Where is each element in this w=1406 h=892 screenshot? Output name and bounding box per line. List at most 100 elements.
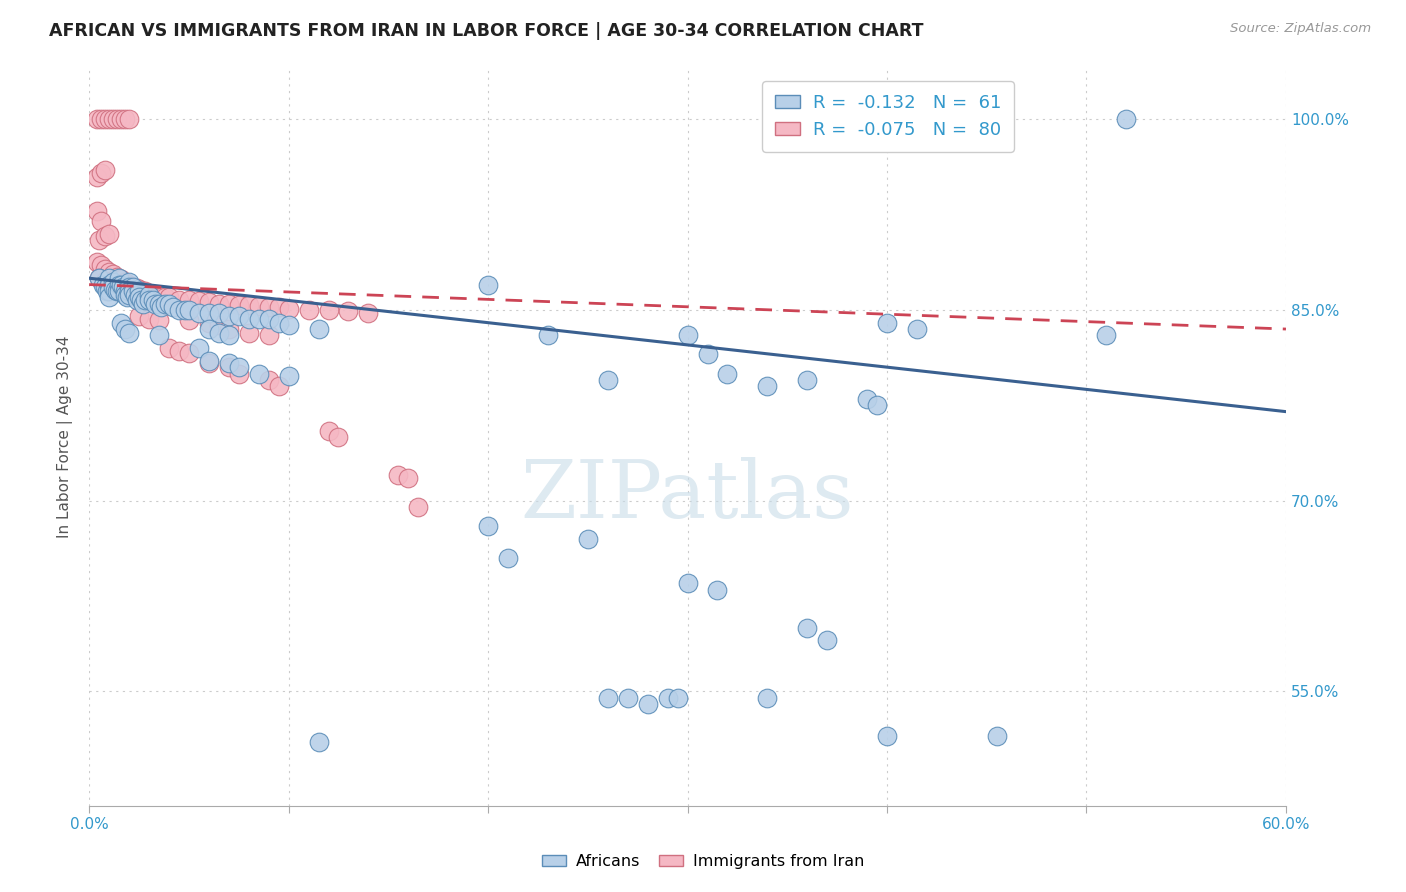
Point: [101, 275, 124, 289]
Point: [125, 281, 148, 295]
Point: [108, 271, 131, 285]
Point: [89, 233, 111, 247]
Point: [129, 283, 152, 297]
Point: [198, 305, 221, 319]
Point: [153, 290, 176, 304]
Point: [596, 373, 619, 387]
Point: [114, 112, 136, 127]
Point: [108, 277, 131, 292]
Point: [706, 582, 728, 597]
Point: [247, 367, 270, 381]
Point: [318, 303, 340, 318]
Point: [89, 271, 111, 285]
Point: [118, 112, 141, 127]
Legend: R =  -0.132   N =  61, R =  -0.075   N =  80: R = -0.132 N = 61, R = -0.075 N = 80: [762, 81, 1014, 152]
Point: [101, 268, 124, 282]
Point: [218, 296, 240, 310]
Point: [98, 112, 121, 127]
Point: [257, 373, 280, 387]
Point: [218, 356, 240, 370]
Point: [198, 316, 221, 330]
Point: [297, 303, 319, 318]
Point: [96, 284, 118, 298]
Point: [122, 280, 145, 294]
Point: [228, 310, 250, 324]
Point: [208, 326, 231, 340]
Point: [198, 322, 221, 336]
Point: [277, 318, 299, 333]
Point: [90, 259, 112, 273]
Point: [277, 301, 299, 316]
Point: [187, 305, 209, 319]
Point: [267, 301, 290, 315]
Point: [138, 287, 160, 301]
Point: [666, 690, 689, 705]
Point: [98, 271, 121, 285]
Point: [128, 290, 150, 304]
Point: [110, 280, 132, 294]
Point: [616, 690, 638, 705]
Point: [118, 280, 141, 294]
Point: [98, 227, 121, 241]
Point: [101, 277, 124, 292]
Point: [108, 284, 131, 298]
Point: [177, 303, 200, 318]
Point: [114, 281, 136, 295]
Point: [676, 328, 699, 343]
Point: [162, 301, 184, 315]
Point: [157, 290, 180, 304]
Point: [387, 468, 409, 483]
Point: [308, 735, 330, 749]
Point: [142, 293, 165, 307]
Point: [129, 286, 152, 301]
Point: [118, 275, 141, 289]
Point: [676, 576, 699, 591]
Point: [167, 343, 190, 358]
Point: [110, 316, 132, 330]
Point: [208, 318, 231, 333]
Point: [89, 271, 111, 285]
Point: [118, 284, 141, 298]
Point: [596, 690, 619, 705]
Point: [257, 311, 280, 326]
Point: [218, 310, 240, 324]
Point: [104, 283, 127, 297]
Point: [208, 296, 231, 310]
Point: [149, 290, 172, 304]
Point: [187, 294, 209, 309]
Point: [86, 169, 108, 184]
Point: [94, 262, 117, 277]
Point: [153, 296, 176, 310]
Point: [105, 278, 128, 293]
Point: [101, 280, 124, 294]
Point: [118, 277, 141, 292]
Point: [125, 285, 148, 300]
Point: [110, 272, 132, 286]
Point: [90, 112, 112, 127]
Point: [101, 112, 124, 127]
Point: [94, 112, 117, 127]
Point: [124, 287, 146, 301]
Point: [1115, 112, 1137, 127]
Point: [318, 424, 340, 438]
Point: [177, 346, 200, 360]
Point: [716, 367, 738, 381]
Point: [128, 310, 150, 324]
Point: [129, 293, 152, 307]
Point: [657, 690, 679, 705]
Point: [856, 392, 879, 406]
Point: [167, 293, 190, 307]
Point: [308, 322, 330, 336]
Point: [98, 275, 121, 289]
Point: [138, 287, 160, 301]
Point: [148, 313, 170, 327]
Point: [114, 287, 136, 301]
Point: [157, 341, 180, 355]
Point: [86, 112, 108, 127]
Point: [328, 430, 350, 444]
Point: [134, 293, 156, 307]
Point: [267, 379, 290, 393]
Text: AFRICAN VS IMMIGRANTS FROM IRAN IN LABOR FORCE | AGE 30-34 CORRELATION CHART: AFRICAN VS IMMIGRANTS FROM IRAN IN LABOR…: [49, 22, 924, 40]
Point: [228, 360, 250, 375]
Point: [228, 367, 250, 381]
